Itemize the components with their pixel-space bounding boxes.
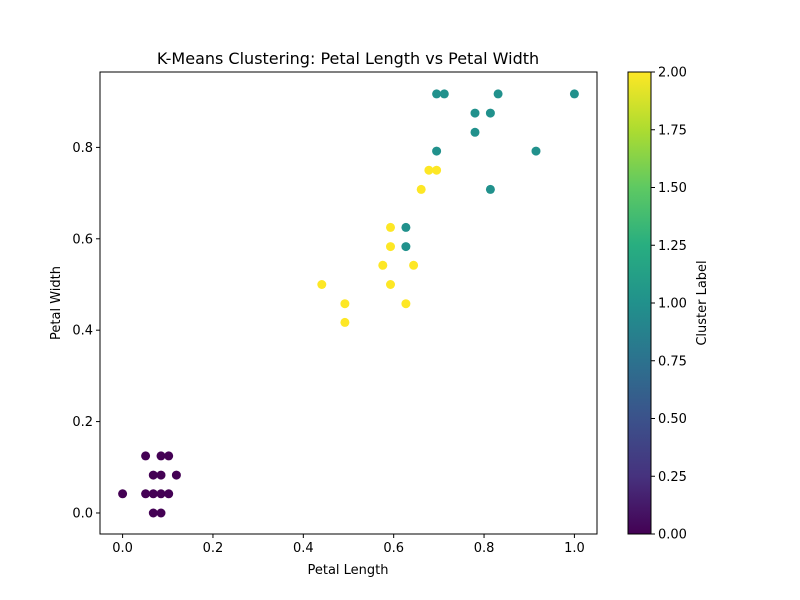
y-axis-label: Petal Width [49, 266, 64, 340]
colorbar-tick-label: 0.25 [658, 470, 687, 485]
scatter-point [401, 299, 411, 309]
scatter-point [432, 89, 442, 99]
scatter-point [386, 222, 395, 232]
scatter-point [416, 184, 426, 194]
colorbar-tick-label: 0.50 [658, 412, 687, 427]
scatter-point [141, 489, 151, 499]
x-tick-label: 0.6 [383, 541, 404, 556]
scatter-point [470, 108, 480, 118]
scatter-point [485, 184, 495, 194]
scatter-point [531, 146, 541, 156]
scatter-point [439, 89, 449, 99]
scatter-point [340, 299, 350, 309]
y-tick-label: 0.6 [72, 232, 93, 247]
scatter-point [401, 222, 411, 232]
scatter-point [493, 89, 503, 99]
scatter-point [317, 280, 327, 289]
y-tick-label: 0.8 [72, 141, 93, 156]
scatter-point [148, 508, 158, 518]
x-tick-label: 0.2 [203, 541, 224, 556]
scatter-point [141, 451, 151, 461]
x-tick-label: 0.8 [474, 541, 495, 556]
y-tick-label: 0.0 [72, 506, 93, 521]
scatter-point [118, 489, 128, 499]
x-tick-label: 0.0 [112, 541, 133, 556]
x-tick-label: 0.4 [293, 541, 314, 556]
scatter-point [386, 242, 395, 252]
colorbar-gradient [627, 71, 652, 535]
colorbar-tick-label: 1.75 [658, 123, 687, 138]
scatter-point [148, 489, 158, 499]
scatter-point [340, 317, 350, 327]
colorbar-tick-label: 2.00 [658, 66, 687, 81]
scatter-point [171, 470, 181, 480]
scatter-point [156, 451, 166, 461]
colorbar-tick-label: 1.25 [658, 239, 687, 254]
scatter-points [118, 89, 579, 518]
scatter-point [386, 280, 395, 289]
y-tick-label: 0.2 [72, 415, 93, 430]
scatter-point [432, 165, 442, 175]
scatter-point [424, 165, 434, 175]
scatter-point [156, 508, 166, 518]
colorbar-tick-label: 1.50 [658, 181, 687, 196]
scatter-point [156, 470, 166, 480]
scatter-point [164, 489, 174, 499]
y-tick-label: 0.4 [72, 324, 93, 339]
scatter-point [378, 260, 388, 270]
colorbar-tick-label: 0.00 [658, 528, 687, 543]
x-axis-label: Petal Length [307, 563, 388, 578]
scatter-point [164, 451, 174, 461]
scatter-point [432, 146, 442, 156]
colorbar-ticks: 0.00 0.25 0.50 0.75 1.00 1.25 1.50 1.75 2.00 [651, 66, 687, 543]
y-axis-ticks: 0.0 0.2 0.4 0.6 0.8 [72, 141, 100, 521]
colorbar-tick-label: 1.00 [658, 297, 687, 312]
chart-title: K-Means Clustering: Petal Length vs Peta… [157, 49, 539, 68]
colorbar: 0.00 0.25 0.50 0.75 1.00 1.25 1.50 1.75 2.00 Clu… [627, 66, 710, 543]
scatter-point [409, 260, 419, 270]
colorbar-label: Cluster Label [695, 260, 710, 345]
scatter-point [401, 242, 411, 252]
plot-frame [99, 71, 598, 535]
colorbar-tick-label: 0.75 [658, 354, 687, 369]
scatter-point [156, 489, 166, 499]
scatter-point [569, 89, 579, 99]
plot-area: 0.0 0.2 0.4 0.6 0.8 1.0 0.0 0.2 0.4 0.6 0.8 [72, 71, 598, 556]
scatter-point [485, 108, 495, 118]
scatter-point [470, 127, 480, 137]
x-tick-label: 1.0 [564, 541, 585, 556]
x-axis-ticks: 0.0 0.2 0.4 0.6 0.8 1.0 [112, 534, 585, 556]
scatter-point [148, 470, 158, 480]
